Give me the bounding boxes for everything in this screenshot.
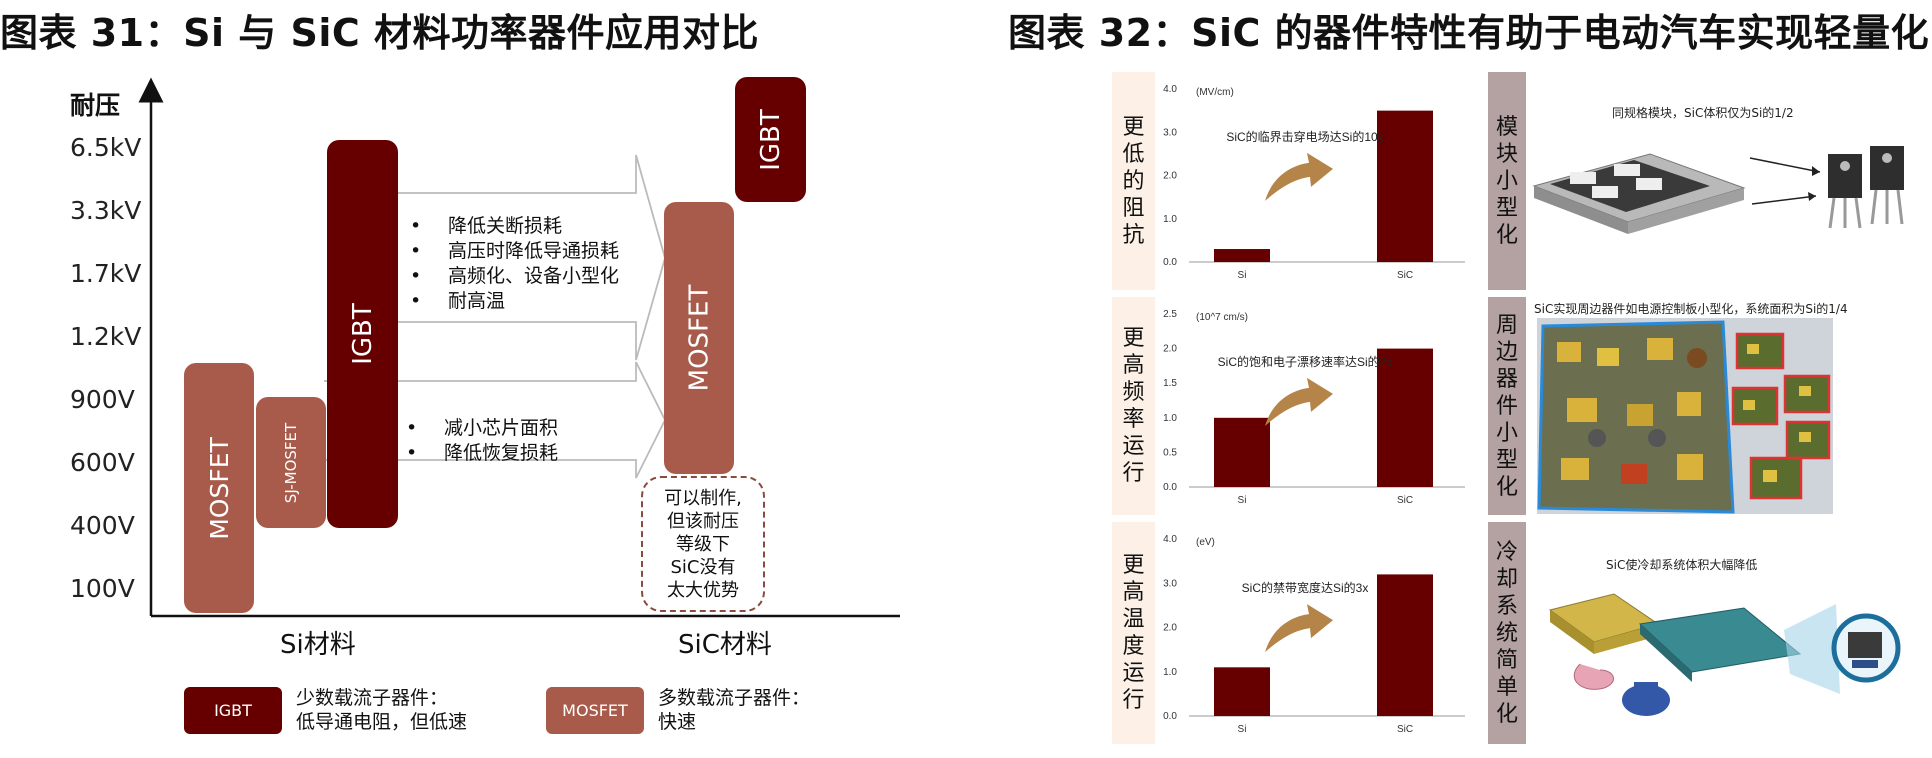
list-item: 高压时降低导通损耗 — [410, 239, 619, 264]
upper-benefits-list: 降低关断损耗 高压时降低导通损耗 高频化、设备小型化 耐高温 — [410, 214, 619, 314]
chart-annotation: SiC的禁带宽度达Si的3x — [1242, 580, 1369, 595]
unit-label: (MV/cm) — [1196, 87, 1234, 98]
list-item: 降低关断损耗 — [410, 214, 619, 239]
chart-annotation: SiC的临界击穿电场达Si的10x — [1226, 129, 1383, 144]
voltage-label: 400V — [70, 511, 135, 540]
row1-left-label: 更低的阻抗 — [1112, 72, 1155, 290]
legend-igbt-text: 少数载流子器件： 低导通电阻，但低速 — [296, 687, 468, 733]
y-axis-label: 耐压 — [70, 91, 121, 120]
lower-benefits-list: 减小芯片面积 降低恢复损耗 — [406, 416, 558, 466]
chart-band-gap: 0.0 1.0 2.0 3.0 4.0 (eV) Si SiC SiC的禁带宽度达Si的3x — [1163, 534, 1465, 735]
curved-arrow-icon — [1265, 152, 1333, 201]
unit-label: (eV) — [1196, 537, 1215, 548]
y-tick-label: 3.0 — [1163, 127, 1177, 138]
row1-photo-caption: 同规格模块，SiC体积仅为Si的1/2 — [1612, 106, 1794, 120]
voltage-label: 600V — [70, 448, 135, 477]
sic-no-advantage-note: 可以制作, 但该耐压 等级下 SiC没有 太大优势 — [641, 476, 765, 612]
row2-right-label: 周边器件小型化 — [1488, 297, 1526, 515]
x-category-sic: SiC材料 — [678, 630, 772, 660]
bar-sic — [1377, 348, 1433, 487]
x-tick-label: SiC — [1397, 270, 1413, 281]
voltage-label: 1.2kV — [70, 322, 142, 351]
bar-si — [1214, 249, 1270, 262]
y-tick-label: 4.0 — [1163, 84, 1177, 95]
list-item: 降低恢复损耗 — [406, 441, 558, 466]
sic-mosfet-bar: MOSFET — [664, 202, 734, 474]
si-igbt-bar: IGBT — [327, 140, 398, 528]
y-tick-label: 1.0 — [1163, 413, 1177, 424]
y-tick-label: 0.0 — [1163, 482, 1177, 493]
x-tick-label: Si — [1238, 724, 1247, 735]
x-category-si: Si材料 — [280, 630, 356, 660]
y-tick-label: 1.0 — [1163, 214, 1177, 225]
y-tick-label: 2.5 — [1163, 309, 1177, 320]
y-tick-label: 0.0 — [1163, 711, 1177, 722]
list-item: 减小芯片面积 — [406, 416, 558, 441]
voltage-label: 900V — [70, 385, 135, 414]
row1-right-label: 模块小型化 — [1488, 72, 1526, 290]
y-tick-label: 3.0 — [1163, 578, 1177, 589]
chart-annotation: SiC的饱和电子漂移速率达Si的2x — [1218, 354, 1393, 369]
y-tick-label: 1.5 — [1163, 378, 1177, 389]
row3-left-label: 更高温度运行 — [1112, 522, 1155, 744]
y-tick-label: 0.5 — [1163, 447, 1177, 458]
y-tick-label: 1.0 — [1163, 667, 1177, 678]
si-sj-mosfet-bar: SJ-MOSFET — [256, 397, 326, 528]
chart-drift-velocity: 0.0 0.5 1.0 1.5 2.0 2.5 (10^7 cm/s) Si SiC SiC的饱和… — [1163, 309, 1465, 506]
y-tick-label: 4.0 — [1163, 534, 1177, 545]
right-figure-title: 图表 32：SiC 的器件特性有助于电动汽车实现轻量化 — [1008, 11, 1930, 55]
sic-igbt-bar: IGBT — [735, 77, 806, 202]
list-item: 耐高温 — [410, 289, 619, 314]
row2-left-label: 更高频率运行 — [1112, 297, 1155, 515]
voltage-label: 1.7kV — [70, 259, 142, 288]
voltage-label: 3.3kV — [70, 196, 142, 225]
row3-right-label: 冷却系统简单化 — [1488, 522, 1526, 744]
unit-label: (10^7 cm/s) — [1196, 312, 1248, 323]
chart-critical-field: 0.0 1.0 2.0 3.0 4.0 (MV/cm) Si SiC SiC的临界击穿电场达Si… — [1163, 84, 1465, 281]
y-tick-label: 2.0 — [1163, 623, 1177, 634]
bar-si — [1214, 417, 1270, 487]
cooling-system-photo — [1548, 593, 1901, 716]
curved-arrow-icon — [1265, 377, 1333, 426]
y-tick-label: 0.0 — [1163, 257, 1177, 268]
bar-si — [1214, 667, 1270, 716]
x-tick-label: SiC — [1397, 495, 1413, 506]
x-tick-label: Si — [1238, 495, 1247, 506]
row2-photo-caption: SiC实现周边器件如电源控制板小型化，系统面积为Si的1/4 — [1534, 302, 1848, 316]
x-tick-label: SiC — [1397, 724, 1413, 735]
si-mosfet-bar: MOSFET — [184, 363, 254, 613]
curved-arrow-icon — [1265, 604, 1333, 653]
left-figure-title: 图表 31：Si 与 SiC 材料功率器件应用对比 — [0, 11, 759, 55]
legend-mosfet-box: MOSFET — [546, 687, 644, 734]
x-tick-label: Si — [1238, 270, 1247, 281]
bar-sic — [1377, 110, 1433, 262]
list-item: 高频化、设备小型化 — [410, 264, 619, 289]
legend-igbt-box: IGBT — [184, 687, 282, 734]
y-tick-label: 2.0 — [1163, 171, 1177, 182]
voltage-label: 100V — [70, 574, 135, 603]
y-tick-label: 2.0 — [1163, 344, 1177, 355]
legend-mosfet-text: 多数载流子器件： 快速 — [658, 687, 811, 733]
peripheral-board-photo — [1537, 318, 1833, 514]
sic-module-photo — [1532, 146, 1904, 234]
voltage-label: 6.5kV — [70, 133, 142, 162]
row3-photo-caption: SiC使冷却系统体积大幅降低 — [1606, 558, 1758, 572]
bar-sic — [1377, 574, 1433, 716]
